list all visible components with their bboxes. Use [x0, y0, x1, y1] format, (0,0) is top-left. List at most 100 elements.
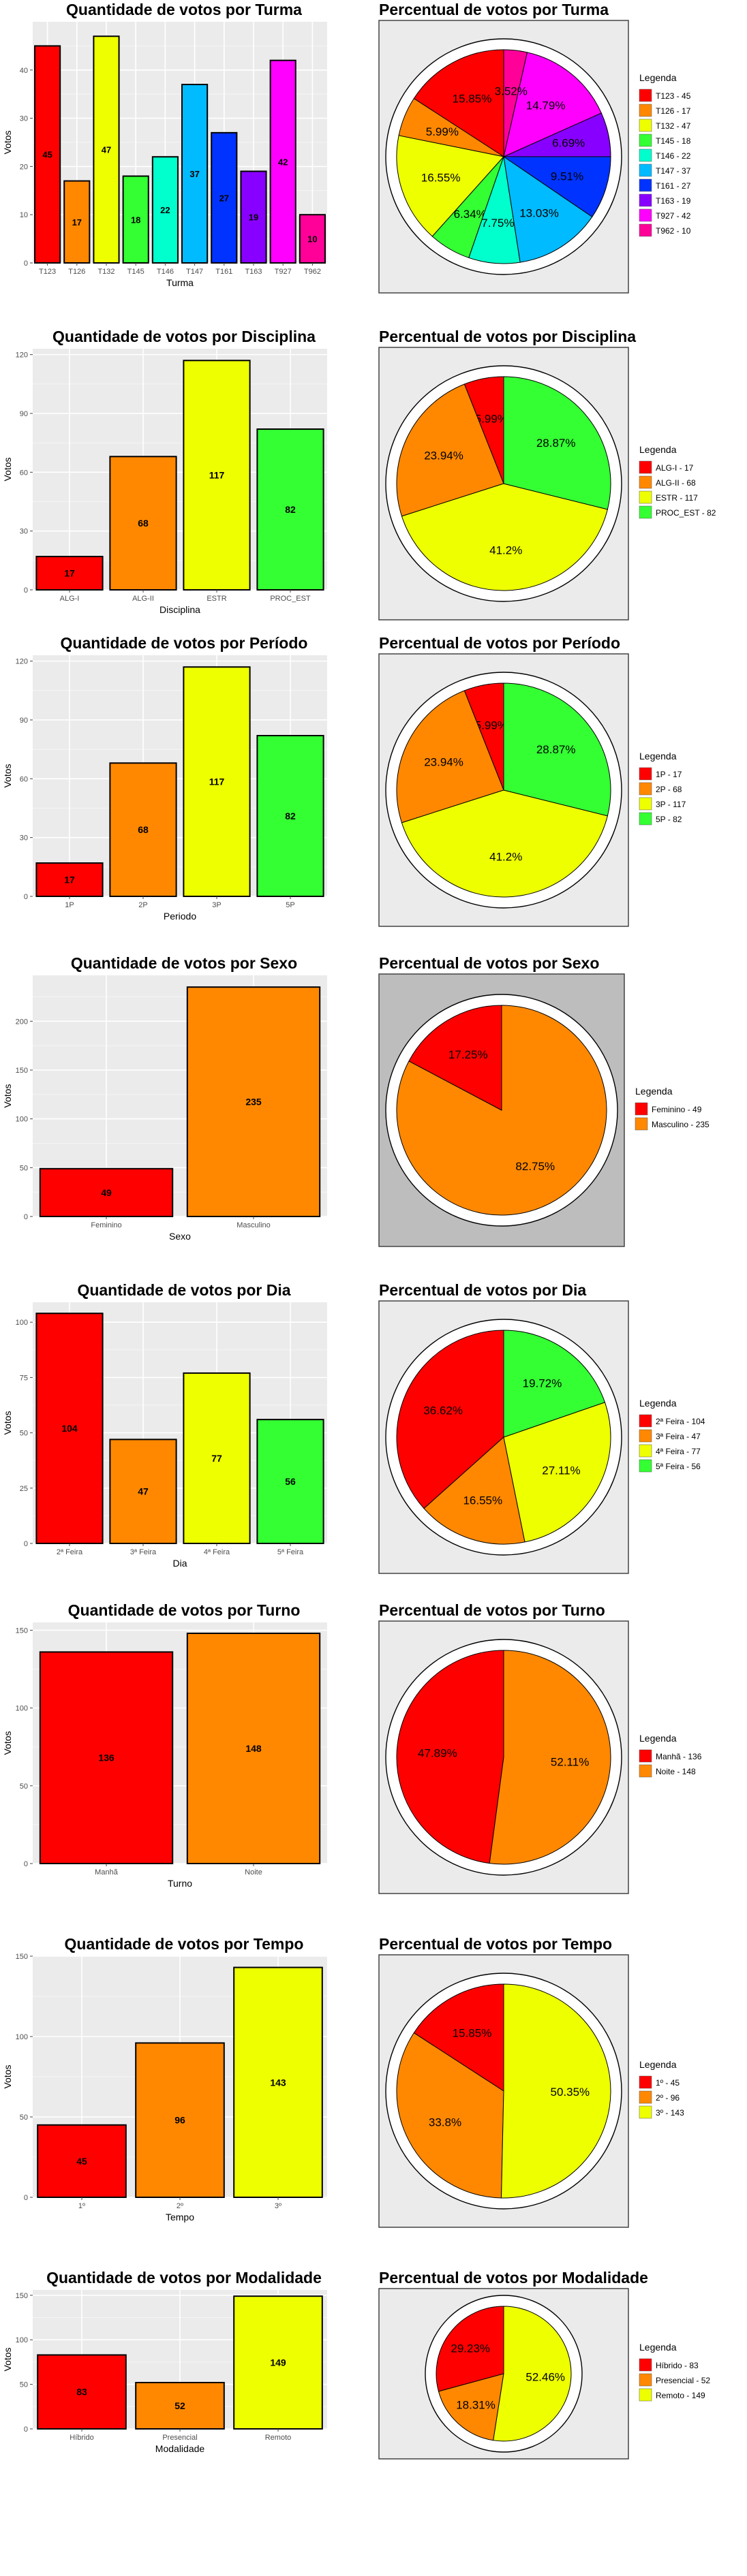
x-tick-label: 2P	[138, 901, 147, 909]
pie-slice	[396, 383, 504, 517]
legend-title: Legenda	[639, 1398, 677, 1409]
pie-slice	[438, 2373, 504, 2441]
x-tick-label: 4ª Feira	[204, 1548, 230, 1556]
legend-swatch	[639, 2388, 652, 2402]
legend-swatch	[639, 782, 652, 796]
bar-value-label: 49	[101, 1187, 112, 1198]
legend-label: T962 - 10	[656, 226, 691, 236]
pie-chart: Percentual de votos por Sexo 17.25% 82.75%…	[374, 954, 747, 1261]
y-tick-label: 0	[24, 260, 28, 268]
chart-title: Percentual de votos por Turma	[379, 1, 609, 18]
pie-slice	[503, 1402, 611, 1543]
y-tick-label: 50	[20, 2381, 28, 2389]
pie-slice	[396, 1005, 607, 1216]
chart-row: Quantidade de votos por Disciplina 0 30 60 9…	[0, 327, 747, 635]
bar	[233, 2295, 323, 2430]
pie-slice-label: 82.75%	[515, 1160, 555, 1173]
legend-swatch	[639, 505, 652, 519]
legend-label: ALG-II - 68	[656, 478, 696, 488]
chart-title: Quantidade de votos por Modalidade	[46, 2269, 322, 2287]
pie-slice-label: 17.25%	[448, 1048, 488, 1061]
chart-title: Percentual de votos por Modalidade	[379, 2269, 648, 2287]
y-tick-label: 150	[16, 1627, 28, 1635]
x-tick-label: T163	[245, 268, 262, 276]
bar	[269, 59, 296, 264]
pie-slice	[493, 2306, 572, 2442]
legend-label: ALG-I - 17	[656, 463, 694, 473]
pie-slice-label: 9.51%	[551, 170, 583, 183]
pie-slice-label: 16.55%	[421, 172, 461, 185]
pie-slice	[503, 49, 528, 157]
y-tick-label: 50	[20, 1164, 28, 1172]
pie-slice-label: 14.79%	[526, 99, 566, 112]
pie-chart: Percentual de votos por Turno 47.89% 52.11…	[374, 1601, 747, 1909]
pie-slice-label: 28.87%	[536, 437, 576, 450]
pie-chart-svg: Percentual de votos por Turma 15.85% 5.99%…	[378, 1, 691, 294]
bar-value-label: 96	[174, 2115, 185, 2126]
legend-swatch	[639, 89, 652, 102]
legend-swatch	[639, 1764, 652, 1778]
legend-label: 2P - 68	[656, 785, 682, 794]
legend-title: Legenda	[639, 444, 677, 455]
x-tick-label: 2ª Feira	[57, 1548, 83, 1556]
bar-value-label: 82	[285, 504, 296, 515]
bar-value-label: 17	[64, 875, 75, 885]
bar	[299, 214, 326, 264]
bar-chart: Quantidade de votos por Turno 0 50 100 150 13…	[0, 1601, 341, 1909]
pie-slice	[503, 155, 593, 263]
chart-title: Percentual de votos por Turno	[379, 1601, 605, 1619]
y-tick-label: 150	[16, 1067, 28, 1075]
pie-chart-svg: Percentual de votos por Turno 47.89% 52.11…	[378, 1601, 702, 1894]
pie-slice-label: 5.99%	[475, 719, 508, 732]
bar-value-label: 68	[138, 518, 149, 529]
y-tick-label: 90	[20, 717, 28, 725]
y-tick-label: 20	[20, 163, 28, 171]
pie-slice	[436, 2306, 504, 2392]
legend-label: T927 - 42	[656, 211, 691, 221]
bar-value-label: 45	[42, 150, 52, 160]
x-tick-label: T126	[68, 268, 85, 276]
legend-label: 2ª Feira - 104	[656, 1417, 705, 1426]
x-tick-label: ALG-II	[132, 595, 154, 603]
bar-value-label: 45	[76, 2156, 87, 2167]
legend-label: T163 - 19	[656, 196, 691, 206]
x-tick-label: T146	[157, 268, 174, 276]
x-axis-label: Disciplina	[159, 604, 200, 615]
legend-label: PROC_EST - 82	[656, 508, 716, 518]
legend-label: Híbrido - 83	[656, 2361, 699, 2370]
bar	[256, 735, 324, 897]
legend-label: T161 - 27	[656, 181, 691, 191]
bar-chart-svg: Quantidade de votos por Disciplina 0 30 60 9…	[2, 328, 327, 615]
pie-slice-label: 6.34%	[454, 208, 487, 221]
bar-chart: Quantidade de votos por Tempo 0 50 100 150 45…	[0, 1934, 341, 2242]
chart-row: Quantidade de votos por Dia 0 25 50 75 100 104…	[0, 1281, 747, 1588]
legend-swatch	[639, 119, 652, 132]
bar	[211, 131, 238, 264]
pie-slice-label: 15.85%	[453, 2026, 492, 2039]
chart-title: Quantidade de votos por Disciplina	[52, 328, 316, 345]
x-tick-label: ESTR	[207, 595, 226, 603]
legend-title: Legenda	[639, 2059, 677, 2070]
bar	[183, 666, 251, 898]
legend-title: Legenda	[639, 1733, 677, 1744]
legend-swatch	[639, 193, 652, 207]
bar-value-label: 68	[138, 824, 149, 835]
bar-chart: Quantidade de votos por Dia 0 25 50 75 100 104…	[0, 1281, 341, 1588]
legend-label: 1P - 17	[656, 770, 682, 779]
bar	[183, 360, 251, 591]
legend-swatch	[639, 1414, 652, 1428]
pie-slice-label: 3.52%	[495, 84, 528, 97]
pie-slice	[396, 1650, 504, 1864]
y-tick-label: 50	[20, 2114, 28, 2122]
pie-chart-svg: Percentual de votos por Dia 36.62% 16.55% 2…	[378, 1281, 705, 1574]
bar-chart-svg: Quantidade de votos por Modalidade 0 50 100…	[2, 2269, 327, 2454]
chart-title: Quantidade de votos por Dia	[77, 1281, 290, 1299]
y-tick-label: 60	[20, 469, 28, 477]
bar-value-label: 82	[285, 811, 296, 821]
bar-value-label: 56	[285, 1476, 296, 1487]
bar	[109, 762, 177, 897]
pie-slice-label: 23.94%	[424, 755, 463, 768]
x-tick-label: Noite	[245, 1868, 262, 1876]
y-tick-label: 25	[20, 1485, 28, 1493]
bar-chart-svg: Quantidade de votos por Tempo 0 50 100 150 45…	[2, 1935, 327, 2222]
